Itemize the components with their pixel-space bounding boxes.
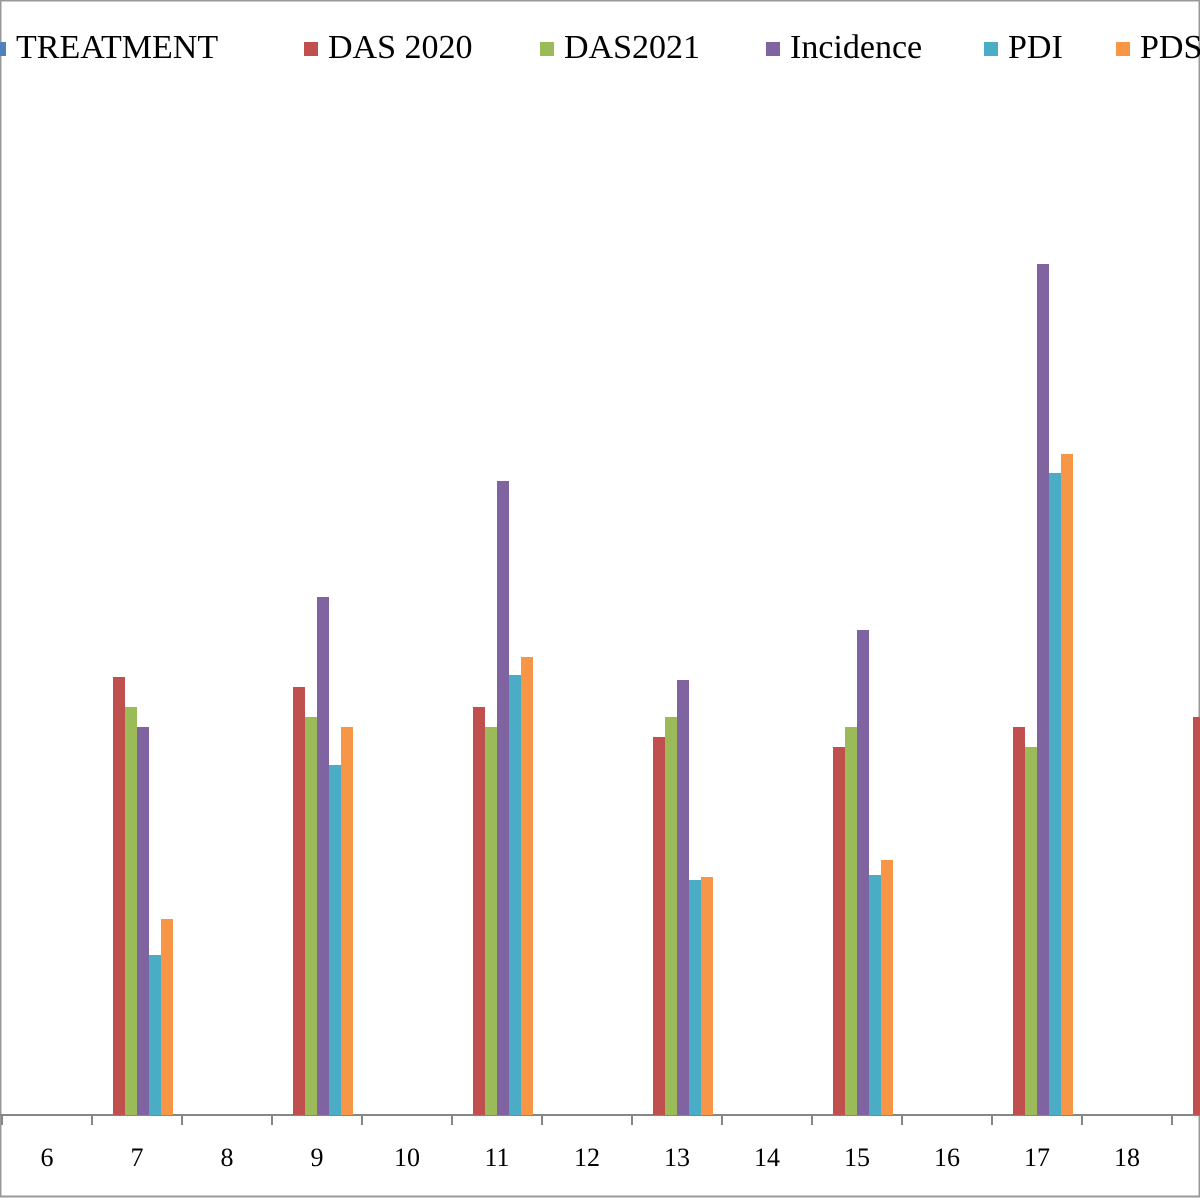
bar	[881, 860, 893, 1115]
bar	[317, 597, 329, 1115]
bar	[509, 675, 521, 1115]
x-tick-label: 14	[754, 1143, 780, 1172]
x-tick-label: 9	[311, 1143, 324, 1172]
bar	[293, 687, 305, 1115]
bar	[149, 955, 161, 1115]
legend-swatch	[0, 42, 6, 56]
bar	[305, 717, 317, 1115]
legend-swatch	[766, 42, 780, 56]
x-tick-label: 8	[221, 1143, 234, 1172]
bar	[845, 727, 857, 1115]
legend-label: DAS 2020	[328, 29, 473, 66]
x-tick-label: 7	[131, 1143, 144, 1172]
legend-swatch	[1116, 42, 1130, 56]
legend-label: DAS2021	[564, 29, 700, 66]
bar	[1025, 747, 1037, 1115]
bar	[869, 875, 881, 1115]
x-tick-label: 12	[574, 1143, 600, 1172]
bar	[497, 481, 509, 1115]
legend-swatch	[984, 42, 998, 56]
bar	[689, 880, 701, 1115]
bar	[113, 677, 125, 1115]
bar	[677, 680, 689, 1115]
bar	[1061, 454, 1073, 1115]
bar	[341, 727, 353, 1115]
legend-label: TREATMENT	[16, 29, 218, 66]
bar	[1013, 727, 1025, 1115]
bar	[329, 765, 341, 1115]
legend-swatch	[540, 42, 554, 56]
legend-label: Incidence	[790, 29, 922, 66]
legend-label: PDI	[1008, 29, 1063, 66]
bar	[125, 707, 137, 1115]
bar	[1037, 264, 1049, 1115]
bar	[485, 727, 497, 1115]
x-tick-label: 15	[844, 1143, 870, 1172]
bar	[473, 707, 485, 1115]
bar	[1193, 717, 1200, 1115]
bar	[1049, 473, 1061, 1115]
bar	[833, 747, 845, 1115]
bar	[653, 737, 665, 1115]
legend-swatch	[304, 42, 318, 56]
x-tick-label: 10	[394, 1143, 420, 1172]
bar	[701, 877, 713, 1115]
x-tick-label: 13	[664, 1143, 690, 1172]
x-tick-label: 11	[484, 1143, 509, 1172]
x-tick-label: 16	[934, 1143, 960, 1172]
bar	[665, 717, 677, 1115]
x-tick-label: 18	[1114, 1143, 1140, 1172]
bar	[521, 657, 533, 1115]
x-tick-label: 17	[1024, 1143, 1050, 1172]
bar	[161, 919, 173, 1115]
bar	[137, 727, 149, 1115]
bar	[857, 630, 869, 1115]
legend-label: PDS	[1140, 29, 1200, 66]
x-tick-label: 6	[41, 1143, 54, 1172]
